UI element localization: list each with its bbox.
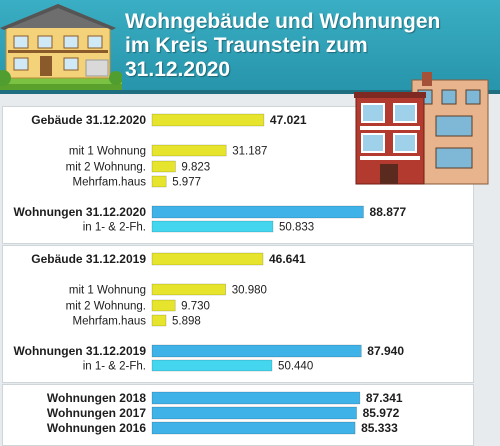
data-label: 31.187 [232,146,267,158]
data-label: 5.898 [172,316,201,328]
bar-3-3 [151,421,356,435]
bar-1-5 [151,205,364,219]
bar-3-1 [151,391,361,405]
data-label: 50.440 [278,361,313,373]
data-label: 85.333 [361,421,398,435]
category-label: in 1- & 2-Fh. [83,361,146,373]
bar-1-4 [151,175,167,188]
data-label: 9.823 [181,162,210,174]
bar-1-1 [151,113,265,127]
category-label: Wohnungen 31.12.2020 [14,205,147,219]
category-label: Wohnungen 2016 [47,421,146,435]
bar-2-2 [151,283,226,296]
category-label: Gebäude 31.12.2019 [31,252,146,266]
category-label: Mehrfam.haus [72,316,146,328]
title-line-3: 31.12.2020 [125,58,231,81]
category-label: mit 2 Wohnung. [66,301,146,313]
data-label: 85.972 [363,406,400,420]
bar-2-5 [151,344,362,358]
category-label: in 1- & 2-Fh. [83,222,146,234]
category-label: Wohnungen 2018 [47,391,146,405]
bar-1-6 [151,220,274,233]
category-label: Wohnungen 31.12.2019 [14,344,147,358]
bar-2-1 [151,252,264,266]
data-label: 30.980 [232,285,267,297]
bar-1-3 [151,160,176,173]
house-illustration [0,4,122,90]
data-label: 88.877 [370,205,407,219]
bar-3-2 [151,406,357,420]
title-line-1: Wohngebäude und Wohnungen [125,10,441,33]
bar-chart: Gebäude 31.12.2020 47.021 mit 1 Wohnung 31.… [14,113,407,435]
data-label: 87.341 [366,391,403,405]
bar-2-6 [151,359,273,372]
category-label: mit 1 Wohnung [69,146,146,158]
data-label: 5.977 [172,177,201,189]
data-label: 9.730 [181,301,210,313]
header-banner: Wohngebäude und Wohnungen im Kreis Traun… [0,0,500,94]
category-label: Gebäude 31.12.2020 [31,113,146,127]
category-label: Wohnungen 2017 [47,406,146,420]
bar-2-3 [151,299,176,312]
category-label: mit 1 Wohnung [69,285,146,297]
data-label: 50.833 [279,222,314,234]
title-line-2: im Kreis Traunstein zum [125,34,368,57]
data-label: 46.641 [269,252,306,266]
category-label: Mehrfam.haus [72,177,146,189]
apartment-building-illustration [354,72,489,185]
chart-title: Wohngebäude und Wohnungen im Kreis Traun… [125,10,455,82]
category-label: mit 2 Wohnung. [66,162,146,174]
data-label: 87.940 [367,344,404,358]
bar-2-4 [151,314,167,327]
bar-1-2 [151,144,227,157]
data-label: 47.021 [270,113,307,127]
